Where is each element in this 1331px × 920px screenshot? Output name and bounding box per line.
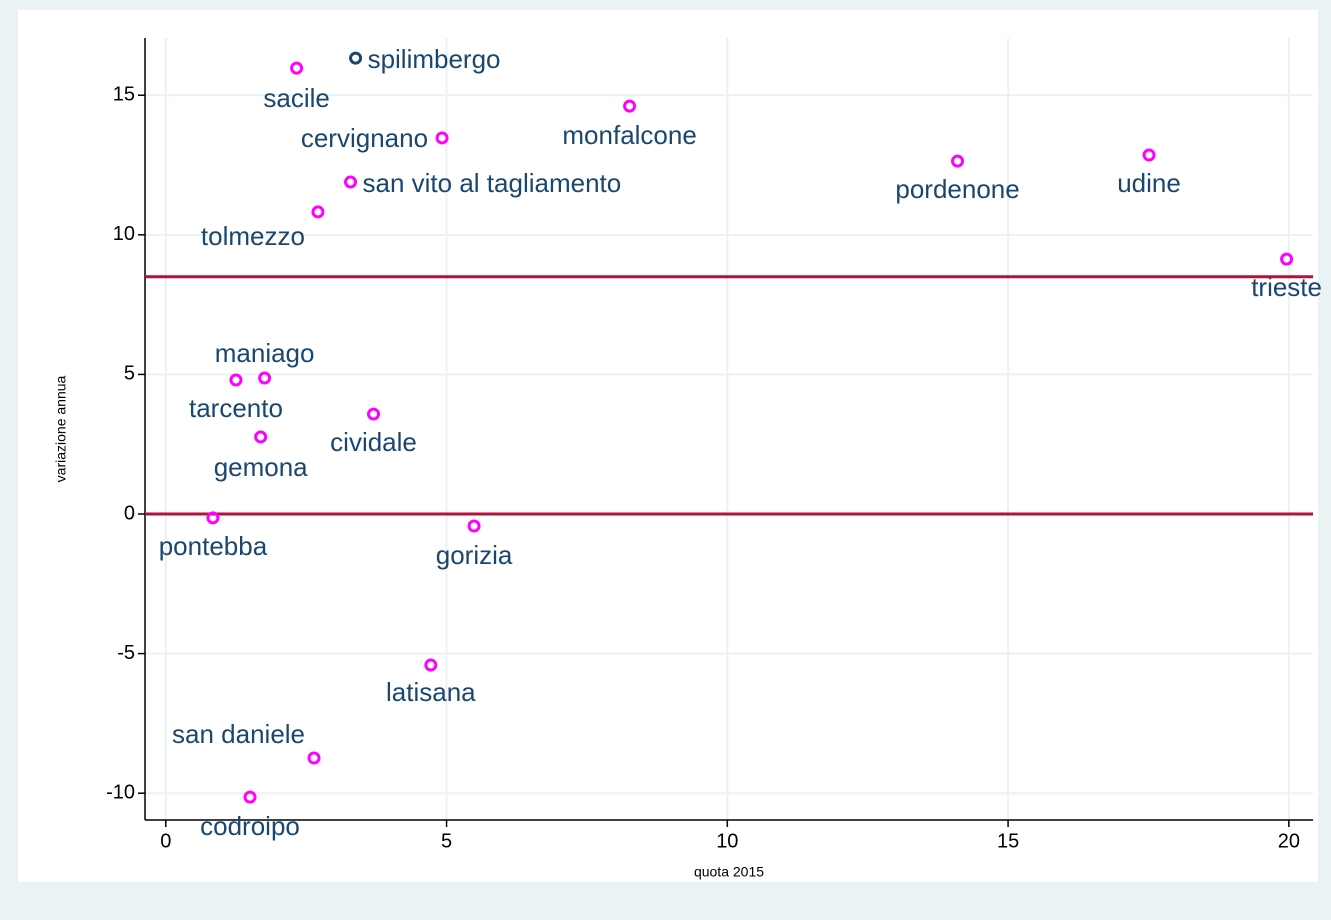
y-tick-label: -5 bbox=[117, 642, 135, 664]
point bbox=[1280, 252, 1294, 266]
y-tick-label: 10 bbox=[113, 223, 135, 245]
point-label: sacile bbox=[263, 83, 329, 113]
point-label: tarcento bbox=[189, 393, 283, 423]
point bbox=[435, 131, 449, 145]
x-tick-label: 5 bbox=[441, 830, 452, 852]
point bbox=[243, 790, 257, 804]
point bbox=[258, 371, 272, 385]
x-tick-label: 20 bbox=[1278, 830, 1300, 852]
point bbox=[290, 61, 304, 75]
plot-region bbox=[18, 10, 1318, 882]
point bbox=[307, 751, 321, 765]
point bbox=[623, 99, 637, 113]
point bbox=[467, 519, 481, 533]
point-label: cervignano bbox=[301, 123, 428, 153]
y-tick-label: 15 bbox=[113, 84, 135, 106]
point-label: cividale bbox=[330, 427, 417, 457]
x-tick-label: 0 bbox=[160, 830, 171, 852]
point-label: monfalcone bbox=[562, 120, 696, 150]
x-axis-title: quota 2015 bbox=[694, 864, 764, 880]
point bbox=[254, 430, 268, 444]
point-label: san daniele bbox=[172, 719, 305, 749]
point-label: gorizia bbox=[436, 540, 513, 570]
point bbox=[424, 658, 438, 672]
y-axis-title: variazione annua bbox=[53, 375, 69, 482]
y-tick-label: 0 bbox=[124, 502, 135, 524]
y-tick-label: -10 bbox=[106, 781, 135, 803]
point-label: tolmezzo bbox=[201, 221, 305, 251]
point bbox=[1142, 148, 1156, 162]
point-label: spilimbergo bbox=[368, 44, 501, 74]
point-label: latisana bbox=[386, 677, 476, 707]
point bbox=[951, 154, 965, 168]
point-label: pordenone bbox=[895, 174, 1019, 204]
point bbox=[367, 407, 381, 421]
x-tick-label: 15 bbox=[997, 830, 1019, 852]
point bbox=[206, 511, 220, 525]
point-label: maniago bbox=[215, 338, 315, 368]
point bbox=[311, 205, 325, 219]
point-label: udine bbox=[1117, 168, 1181, 198]
point bbox=[344, 175, 358, 189]
point bbox=[349, 51, 363, 65]
point-label: pontebba bbox=[159, 531, 268, 561]
point-label: trieste bbox=[1251, 272, 1322, 302]
point-label: gemona bbox=[214, 452, 308, 482]
y-tick-label: 5 bbox=[124, 363, 135, 385]
point-label: codroipo bbox=[200, 811, 300, 841]
point bbox=[229, 373, 243, 387]
point-label: san vito al tagliamento bbox=[363, 168, 622, 198]
x-tick-label: 10 bbox=[716, 830, 738, 852]
